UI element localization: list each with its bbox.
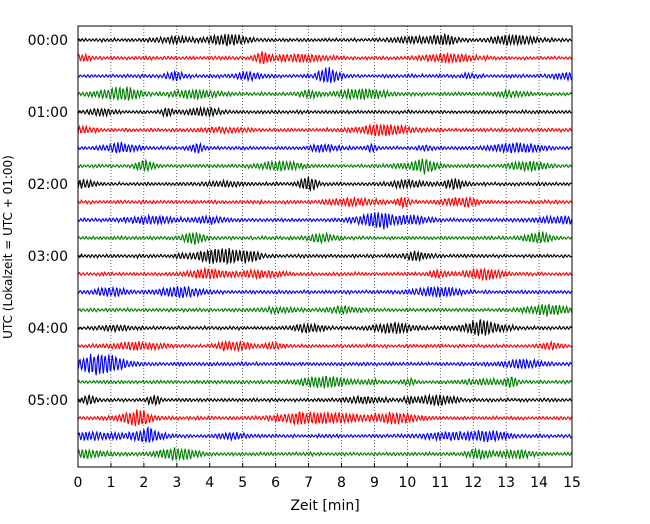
trace-line [77, 339, 572, 353]
x-tick-label: 12 [464, 475, 482, 491]
y-tick-label: 04:00 [28, 321, 68, 337]
x-tick-label: 7 [304, 475, 313, 491]
x-tick-label: 15 [563, 475, 581, 491]
x-tick-label: 4 [205, 475, 214, 491]
trace-line [77, 375, 572, 389]
trace-line [77, 141, 572, 155]
trace-line [77, 176, 572, 192]
x-axis-ticks: 0 1 2 3 4 5 6 7 8 9 10 11 12 13 14 15 [74, 463, 581, 491]
y-axis-ticks: 00:00 01:00 02:00 03:00 04:00 05:00 [28, 33, 82, 409]
y-tick-label: 00:00 [28, 33, 68, 49]
trace-line [77, 285, 573, 299]
trace-line [77, 212, 573, 230]
trace-line [77, 353, 572, 376]
trace-line [77, 33, 572, 47]
trace-line [77, 122, 572, 137]
trace-line [77, 247, 572, 266]
x-tick-label: 1 [106, 475, 115, 491]
trace-line [77, 51, 572, 65]
seismic-traces [77, 33, 573, 462]
x-tick-label: 2 [139, 475, 148, 491]
trace-line [77, 158, 573, 175]
plot-frame [77, 25, 573, 468]
x-tick-label: 3 [172, 475, 181, 491]
x-tick-label: 6 [271, 475, 280, 491]
y-tick-label: 02:00 [28, 177, 68, 193]
y-tick-label: 01:00 [28, 105, 68, 121]
y-axis-label: UTC (Lokalzeit = UTC + 01:00) [1, 155, 15, 339]
x-tick-label: 10 [398, 475, 416, 491]
x-tick-label: 14 [530, 475, 548, 491]
trace-line [77, 267, 573, 281]
x-axis-label: Zeit [min] [290, 498, 359, 514]
x-tick-label: 5 [238, 475, 247, 491]
trace-line [77, 447, 572, 462]
trace-line [77, 85, 572, 102]
y-tick-label: 05:00 [28, 393, 68, 409]
x-tick-label: 0 [74, 475, 83, 491]
plot-area [78, 26, 572, 467]
x-tick-label: 9 [370, 475, 379, 491]
trace-line [77, 231, 572, 246]
x-tick-label: 8 [337, 475, 346, 491]
trace-line [77, 319, 572, 336]
trace-line [77, 105, 572, 119]
trace-line [77, 393, 572, 407]
trace-line [77, 195, 573, 210]
trace-line [77, 303, 573, 317]
x-tick-label: 13 [497, 475, 515, 491]
trace-line [77, 425, 572, 443]
trace-line [77, 409, 572, 427]
trace-line [77, 67, 573, 84]
x-tick-label: 11 [431, 475, 449, 491]
y-tick-label: 03:00 [28, 249, 68, 265]
